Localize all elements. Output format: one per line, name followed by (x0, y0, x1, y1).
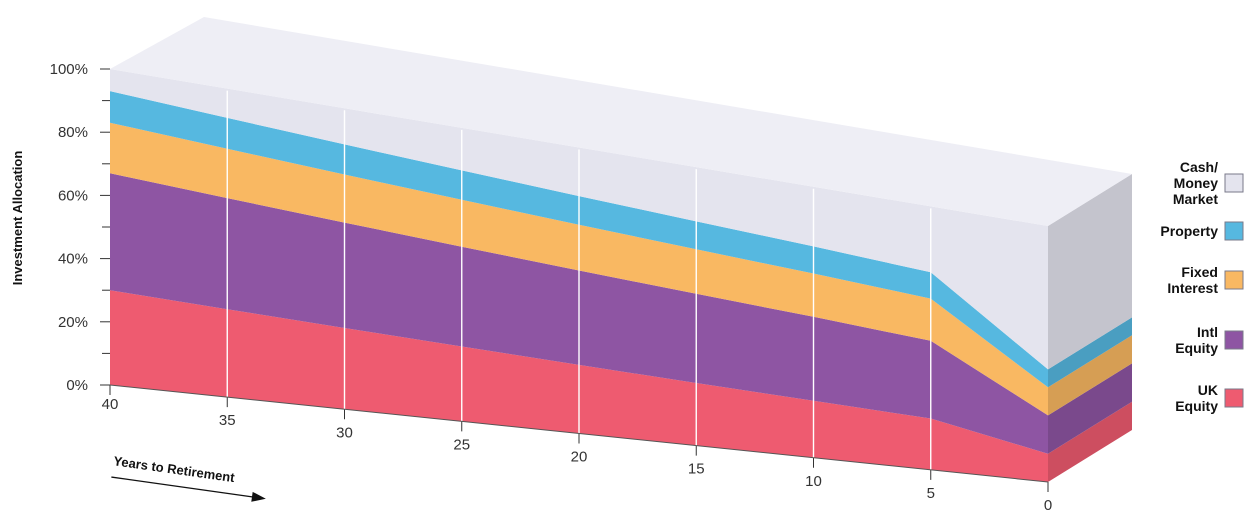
x-tick-label: 40 (102, 396, 119, 413)
y-tick-label: 20% (58, 314, 88, 331)
legend-label: Fixed Interest (1167, 264, 1218, 296)
gridlines (226, 90, 932, 470)
y-tick-label: 60% (58, 187, 88, 204)
legend-item-fixed-interest: Fixed Interest (1167, 264, 1244, 296)
y-axis-title: Investment Allocation (10, 151, 25, 286)
y-tick-label: 80% (58, 124, 88, 141)
y-tick-label: 0% (66, 377, 88, 394)
y-axis: 0% 20% 40% 60% 80% 100% (50, 61, 110, 394)
side-face-cash-money-market (1048, 174, 1132, 370)
top-face (110, 17, 1132, 226)
legend-label: Intl Equity (1175, 324, 1218, 356)
legend-swatch (1224, 221, 1244, 241)
side-face-property (1048, 317, 1132, 388)
legend-item-property: Property (1160, 221, 1244, 241)
y-tick-label: 40% (58, 251, 88, 268)
x-tick-label: 30 (336, 424, 353, 441)
legend-label: Property (1160, 223, 1218, 239)
legend-swatch (1224, 270, 1244, 290)
x-axis: 40 35 30 25 20 15 10 5 0 (102, 384, 1052, 514)
legend-swatch (1224, 173, 1244, 193)
x-axis-line (109, 384, 1049, 483)
x-tick-label: 15 (688, 461, 705, 478)
x-axis-arrow-shaft (111, 476, 255, 498)
legend-swatch (1224, 388, 1244, 408)
legend-swatch (1224, 330, 1244, 350)
legend-label: UK Equity (1175, 382, 1218, 414)
side-face-uk-equity (1048, 401, 1132, 482)
side-face-intl-equity (1048, 363, 1132, 454)
side-face-fixed-interest (1048, 335, 1132, 416)
x-axis-arrow-head (251, 491, 266, 502)
x-tick-label: 25 (453, 436, 470, 453)
legend-item-intl-equity: Intl Equity (1175, 324, 1244, 356)
x-axis-title-group: Years to Retirement (111, 453, 266, 502)
x-tick-label: 35 (219, 412, 236, 429)
y-tick-label: 100% (50, 61, 88, 78)
top-face-layer (110, 17, 1132, 226)
x-tick-label: 10 (805, 473, 822, 490)
legend-label: Cash/Money Market (1173, 159, 1218, 207)
legend-item-uk-equity: UK Equity (1175, 382, 1244, 414)
side-face-layer (1048, 174, 1132, 482)
x-tick-label: 0 (1044, 497, 1052, 514)
legend: Cash/Money Market Property Fixed Interest Int… (1160, 159, 1244, 414)
x-tick-label: 5 (927, 485, 935, 502)
legend-item-cash-money-market: Cash/Money Market (1173, 159, 1244, 207)
x-tick-label: 20 (571, 449, 588, 466)
